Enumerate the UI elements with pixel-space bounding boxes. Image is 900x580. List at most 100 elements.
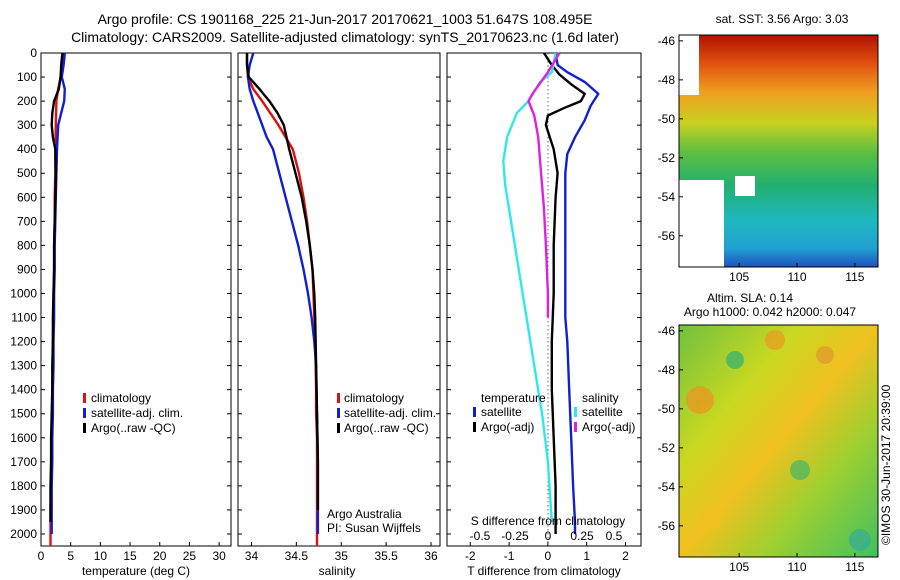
depth-tick-label: 2000 <box>10 527 37 541</box>
sst-land-mask-1 <box>679 35 699 95</box>
sal-legend-label-climatology: climatology <box>344 391 404 405</box>
sla-eddy-3 <box>816 346 834 364</box>
x-tick-label: 30 <box>212 549 226 563</box>
s-tick-0.25: 0.25 <box>570 529 594 543</box>
sla-eddy-7 <box>700 510 720 530</box>
legend-salinity-title: salinity <box>582 391 619 405</box>
salinity-panel: 34 34.5 35 35.5 36 salinity climatology sate… <box>237 52 441 578</box>
sla-map-ticks: -46 -48 -50 -52 -54 -56 105 110 115 <box>658 324 865 574</box>
sal-legend-label-satellite-adj: satellite-adj. clim. <box>344 406 436 420</box>
map-lat-label: -46 <box>658 324 676 338</box>
legend-swatch-sal-satellite <box>574 407 577 417</box>
map-lat-label: -50 <box>658 112 676 126</box>
map-lat-label: -56 <box>658 519 676 533</box>
x-tick-label: 36 <box>424 549 438 563</box>
map-lon-label: 115 <box>845 560 864 574</box>
salinity-lines <box>245 52 320 546</box>
legend-swatch-satellite-adj <box>83 408 86 418</box>
depth-tick-label: 200 <box>17 94 37 108</box>
sla-eddy-6 <box>849 529 871 551</box>
s-difference-label: S difference from climatology <box>471 514 626 528</box>
series-line-temperature-argo-adj- <box>542 52 586 534</box>
map-lat-label: -54 <box>658 480 676 494</box>
sla-eddy-4 <box>726 351 744 369</box>
map-lat-label: -48 <box>658 363 676 377</box>
imos-credit: ©IMOS 30-Jun-2017 20:39:00 <box>879 384 893 545</box>
t-difference-ticks: -2 -1 0 1 2 <box>465 542 629 563</box>
s-tick-neg-0.25: -0.25 <box>501 529 529 543</box>
pi-note: PI: Susan Wijffels <box>327 521 421 535</box>
sst-land-mask-3 <box>735 176 755 196</box>
x-tick-label: 15 <box>123 549 137 563</box>
temperature-legend: climatology satellite-adj. clim. Argo(..… <box>83 391 183 435</box>
map-lat-label: -52 <box>658 151 676 165</box>
x-tick-label: 10 <box>94 549 108 563</box>
x-tick-label: 35.5 <box>374 549 398 563</box>
depth-tick-label: 1800 <box>10 479 37 493</box>
legend-label-sal-argo: Argo(-adj) <box>582 420 635 434</box>
series-line-salinity-argo-adj- <box>527 52 561 318</box>
x-tick-label: 34 <box>245 549 259 563</box>
x-tick-label: 1 <box>583 549 590 563</box>
series-line-argo <box>49 52 64 522</box>
depth-tick-label: 0 <box>30 46 37 60</box>
figure-title-line1: Argo profile: CS 1901168_225 21-Jun-2017… <box>98 11 593 27</box>
depth-tick-label: 1200 <box>10 335 37 349</box>
temperature-panel: 0100200300400500600700800900100011001200… <box>10 46 232 578</box>
depth-tick-label: 800 <box>17 238 37 252</box>
legend-label-satellite-adj: satellite-adj. clim. <box>91 406 183 420</box>
map-lon-label: 110 <box>787 560 806 574</box>
x-tick-label: -1 <box>504 549 515 563</box>
s-tick-0.5: 0.5 <box>606 529 623 543</box>
sal-legend-swatch-argo <box>337 423 340 433</box>
sla-eddy-5 <box>790 460 810 480</box>
sst-map-panel: sat. SST: 3.56 Argo: 3.03 <box>658 12 879 284</box>
sla-map-frame <box>678 324 879 558</box>
argo-australia-note: Argo Australia <box>327 507 402 521</box>
series-line-temperature-satellite <box>554 52 600 534</box>
map-lon-label: 105 <box>729 270 749 284</box>
sst-map-ticks: -46 -48 -50 -52 -54 -56 105 110 115 <box>658 34 865 284</box>
depth-tick-label: 1900 <box>10 503 37 517</box>
legend-swatch-sal-argo <box>574 422 577 432</box>
map-lon-label: 110 <box>787 270 806 284</box>
depth-tick-label: 300 <box>17 118 37 132</box>
depth-ticks: 0 100 200 300 400 500 600 700 800 900 1000 1100 1200… <box>10 46 231 541</box>
salinity-axes <box>237 52 441 547</box>
salinity-depth-ticks <box>238 52 440 535</box>
depth-tick-label: 500 <box>17 166 37 180</box>
legend-temperature-title: temperature <box>481 391 546 405</box>
map-lon-label: 115 <box>845 270 864 284</box>
x-tick-label: 35 <box>335 549 349 563</box>
sal-legend-swatch-satellite-adj <box>337 408 340 418</box>
map-lat-label: -50 <box>658 402 676 416</box>
depth-tick-label: 900 <box>17 262 37 276</box>
depth-tick-label: 1300 <box>10 359 37 373</box>
depth-tick-label: 100 <box>17 70 37 84</box>
depth-tick-label: 700 <box>17 214 37 228</box>
temperature-ticks: 0 5 10 15 20 25 30 <box>38 542 226 563</box>
depth-tick-label: 1600 <box>10 431 37 445</box>
legend-swatch-temp-satellite <box>473 407 476 417</box>
sla-map-panel: Altim. SLA: 0.14 Argo h1000: 0.042 h2000… <box>658 291 879 574</box>
sst-map-frame <box>678 34 879 268</box>
sla-eddy-1 <box>686 386 714 414</box>
t-difference-xlabel: T difference from climatology <box>467 564 621 578</box>
depth-tick-label: 1700 <box>10 455 37 469</box>
map-lat-label: -56 <box>658 229 676 243</box>
x-tick-label: 0 <box>545 549 552 563</box>
legend-label-climatology: climatology <box>91 391 151 405</box>
legend-swatch-argo <box>83 423 86 433</box>
sst-land-mask-2 <box>679 180 724 267</box>
x-tick-label: 25 <box>183 549 197 563</box>
legend-label-sal-satellite: satellite <box>582 405 623 419</box>
difference-panel: -2 -1 0 1 2 S difference from climatology -0… <box>446 52 642 578</box>
x-tick-label: 0 <box>38 549 45 563</box>
map-lon-label: 105 <box>729 560 749 574</box>
figure-title-line2: Climatology: CARS2009. Satellite-adjuste… <box>71 29 619 45</box>
depth-tick-label: 1100 <box>11 311 37 325</box>
depth-tick-label: 400 <box>17 142 37 156</box>
sal-legend-label-argo: Argo(..raw -QC) <box>344 421 429 435</box>
s-tick-0: 0 <box>545 529 552 543</box>
sst-map-title: sat. SST: 3.56 Argo: 3.03 <box>716 12 849 26</box>
